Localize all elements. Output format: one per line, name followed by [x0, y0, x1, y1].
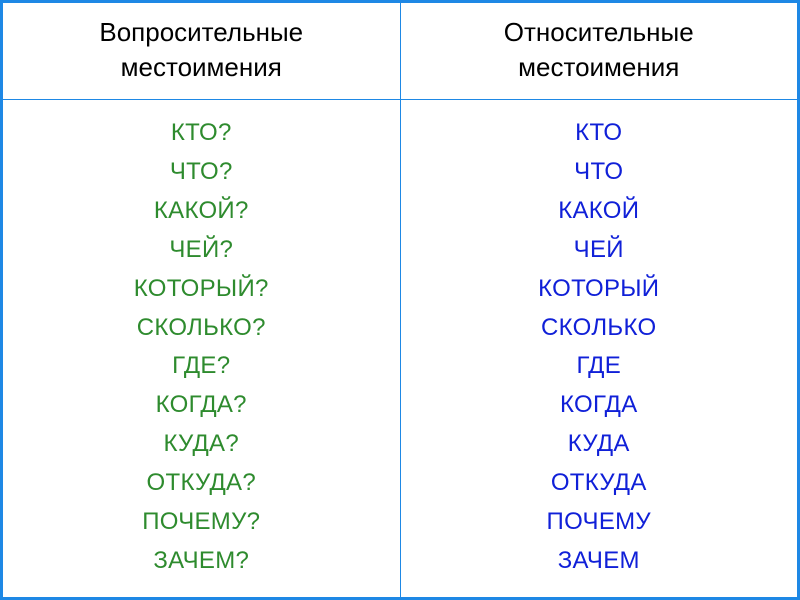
list-item: ЧТО	[574, 153, 623, 192]
list-item: КОТОРЫЙ?	[134, 270, 269, 309]
list-item: КАКОЙ	[558, 192, 639, 231]
list-item: ПОЧЕМУ?	[142, 503, 260, 542]
list-item: ЧЕЙ?	[169, 231, 233, 270]
header-cell-left: Вопросительные местоимения	[3, 3, 401, 99]
table-body-row: КТО? ЧТО? КАКОЙ? ЧЕЙ? КОТОРЫЙ? СКОЛЬКО? …	[3, 100, 797, 597]
list-item: ГДЕ	[576, 347, 621, 386]
list-item: КУДА?	[163, 425, 239, 464]
header-line1-left: Вопросительные	[3, 15, 400, 50]
list-item: КТО?	[171, 114, 232, 153]
list-item: КТО	[575, 114, 622, 153]
list-item: ЗАЧЕМ	[558, 542, 640, 581]
header-line2-left: местоимения	[3, 50, 400, 85]
list-item: ЧЕЙ	[574, 231, 624, 270]
list-item: КОГДА	[560, 386, 638, 425]
header-cell-right: Относительные местоимения	[401, 3, 798, 99]
header-line2-right: местоимения	[401, 50, 798, 85]
list-item: ПОЧЕМУ	[547, 503, 651, 542]
list-item: СКОЛЬКО	[541, 309, 656, 348]
list-item: КОГДА?	[156, 386, 247, 425]
header-line1-right: Относительные	[401, 15, 798, 50]
list-item: ЗАЧЕМ?	[153, 542, 249, 581]
body-cell-right: КТО ЧТО КАКОЙ ЧЕЙ КОТОРЫЙ СКОЛЬКО ГДЕ КО…	[401, 100, 798, 597]
table-container: Вопросительные местоимения Относительные…	[0, 0, 800, 600]
list-item: СКОЛЬКО?	[137, 309, 266, 348]
list-item: КАКОЙ?	[154, 192, 249, 231]
list-item: ЧТО?	[170, 153, 233, 192]
list-item: ОТКУДА	[551, 464, 647, 503]
table-header-row: Вопросительные местоимения Относительные…	[3, 3, 797, 100]
list-item: КУДА	[568, 425, 630, 464]
list-item: КОТОРЫЙ	[538, 270, 659, 309]
list-item: ОТКУДА?	[147, 464, 256, 503]
list-item: ГДЕ?	[172, 347, 230, 386]
body-cell-left: КТО? ЧТО? КАКОЙ? ЧЕЙ? КОТОРЫЙ? СКОЛЬКО? …	[3, 100, 401, 597]
